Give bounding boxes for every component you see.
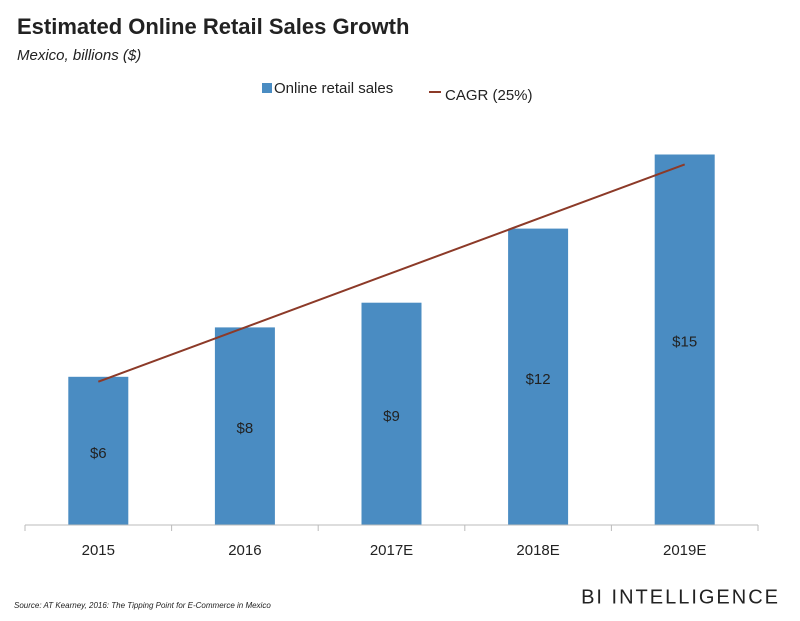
- bar: [361, 302, 422, 525]
- legend-label: CAGR (25%): [445, 87, 533, 104]
- bar: [214, 327, 275, 525]
- chart-subtitle: Mexico, billions ($): [17, 47, 141, 64]
- value-label: $6: [90, 445, 107, 462]
- trend-line: [97, 163, 686, 383]
- legend-swatch: [262, 83, 272, 93]
- value-label: $8: [237, 420, 254, 437]
- x-tick-label: 2015: [82, 542, 115, 559]
- chart-title: Estimated Online Retail Sales Growth: [17, 14, 409, 39]
- legend-label: Online retail sales: [274, 80, 393, 97]
- bar: [654, 154, 715, 525]
- value-label: $12: [526, 371, 551, 388]
- x-tick-label: 2018E: [516, 542, 559, 559]
- bar: [68, 376, 129, 525]
- x-tick-label: 2019E: [663, 542, 706, 559]
- bar: [508, 228, 569, 525]
- source-note: Source: AT Kearney, 2016: The Tipping Po…: [14, 601, 271, 610]
- brand: BI INTELLIGENCE: [581, 586, 780, 608]
- value-label: $15: [672, 334, 697, 351]
- value-label: $9: [383, 408, 400, 425]
- x-tick-label: 2017E: [370, 542, 413, 559]
- x-tick-label: 2016: [228, 542, 261, 559]
